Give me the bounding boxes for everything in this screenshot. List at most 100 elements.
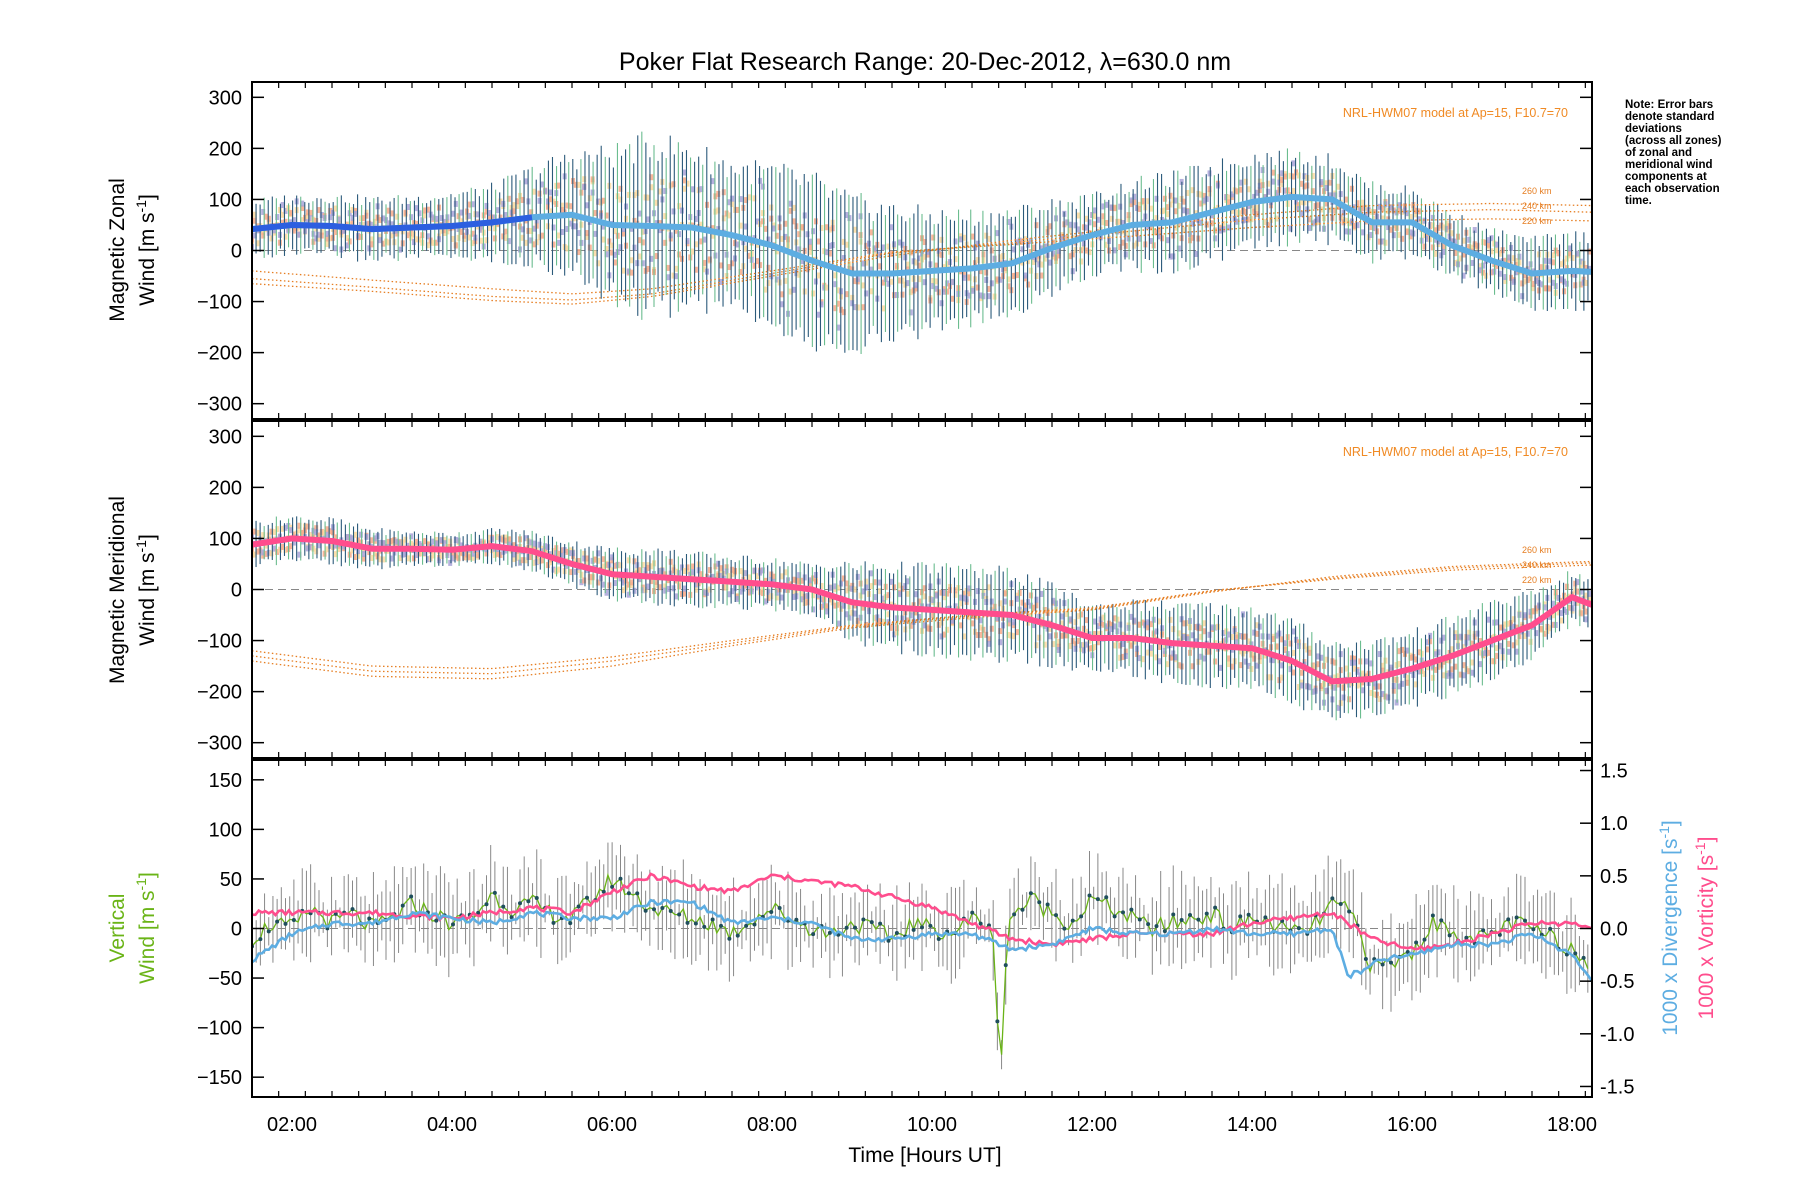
- zone-wind-marker: [417, 236, 422, 243]
- zone-wind-marker: [1559, 597, 1564, 604]
- zone-wind-marker: [869, 570, 874, 577]
- zone-wind-marker: [431, 538, 436, 545]
- zone-wind-marker: [755, 584, 760, 591]
- zone-wind-marker: [730, 566, 735, 573]
- zone-wind-marker: [1587, 248, 1592, 255]
- note-line: time.: [1625, 195, 1652, 207]
- zone-wind-marker: [621, 230, 626, 237]
- zone-wind-marker: [604, 251, 609, 258]
- vertical-wind-point: [1363, 957, 1368, 962]
- zone-wind-marker: [1028, 237, 1033, 244]
- zone-wind-marker: [1531, 285, 1536, 292]
- zone-wind-marker: [495, 207, 500, 214]
- zone-wind-marker: [350, 219, 355, 226]
- zone-wind-marker: [953, 591, 958, 598]
- zone-wind-marker: [640, 228, 645, 235]
- vertical-wind-point: [1422, 937, 1427, 942]
- zone-wind-marker: [1450, 230, 1455, 237]
- zone-wind-marker: [1020, 611, 1025, 618]
- zone-wind-marker: [1246, 216, 1251, 223]
- zone-wind-marker: [716, 190, 721, 197]
- note-line: of zonal and: [1625, 147, 1692, 159]
- zone-wind-marker: [978, 617, 983, 624]
- zone-wind-marker: [1059, 632, 1064, 639]
- zone-wind-marker: [314, 217, 319, 224]
- zone-wind-marker: [540, 548, 545, 555]
- zone-wind-marker: [1400, 680, 1405, 687]
- zone-wind-marker: [587, 578, 592, 585]
- vertical-wind-point: [1020, 907, 1025, 912]
- zone-wind-marker: [654, 253, 659, 260]
- zone-wind-marker: [995, 614, 1000, 621]
- zone-wind-marker: [1567, 250, 1572, 257]
- zone-wind-marker: [523, 239, 528, 246]
- zone-wind-marker: [1201, 628, 1206, 635]
- zone-wind-marker: [596, 198, 601, 205]
- zone-wind-marker: [682, 585, 687, 592]
- zone-wind-marker: [1467, 244, 1472, 251]
- zone-wind-marker: [833, 583, 838, 590]
- zone-wind-marker: [333, 534, 338, 541]
- zone-wind-marker: [1087, 645, 1092, 652]
- zone-wind-marker: [1514, 269, 1519, 276]
- zone-wind-marker: [1310, 220, 1315, 227]
- zone-wind-marker: [908, 289, 913, 296]
- zone-wind-marker: [808, 243, 813, 250]
- zone-wind-marker: [945, 288, 950, 295]
- zone-wind-marker: [1255, 204, 1259, 211]
- zone-wind-marker: [1461, 662, 1466, 669]
- y-tick-label: −300: [197, 394, 242, 416]
- zone-wind-marker: [1430, 663, 1435, 670]
- zone-wind-marker: [451, 549, 455, 556]
- zone-wind-marker: [1201, 192, 1206, 199]
- zone-wind-marker: [908, 612, 913, 619]
- zone-wind-marker: [1523, 633, 1527, 640]
- zone-wind-marker: [559, 207, 564, 214]
- zone-wind-marker: [1235, 634, 1240, 641]
- zone-wind-marker: [548, 189, 553, 196]
- zone-wind-marker: [654, 582, 659, 589]
- zone-wind-marker: [827, 250, 832, 257]
- zone-wind-marker: [1079, 258, 1084, 265]
- zone-wind-marker: [984, 269, 989, 276]
- plot-area-zonal: [252, 131, 1592, 354]
- zone-wind-marker: [950, 617, 955, 624]
- zone-wind-marker: [1121, 220, 1125, 227]
- zone-wind-marker: [540, 181, 545, 188]
- zone-wind-marker: [1182, 620, 1187, 627]
- zone-wind-marker: [1288, 662, 1293, 669]
- zone-wind-marker: [1475, 242, 1480, 249]
- zone-wind-marker: [730, 195, 735, 202]
- zone-wind-marker: [716, 560, 721, 567]
- zone-wind-marker: [1408, 654, 1413, 661]
- zone-wind-marker: [900, 585, 905, 592]
- zone-wind-marker: [395, 230, 400, 237]
- vertical-wind-point: [1263, 915, 1268, 920]
- zone-wind-marker: [805, 259, 810, 266]
- vertical-wind-point: [1062, 926, 1067, 931]
- zone-wind-marker: [319, 232, 324, 239]
- vertical-wind-point: [1497, 932, 1502, 937]
- zone-wind-marker: [677, 203, 682, 210]
- zone-wind-marker: [1266, 180, 1271, 187]
- zone-wind-marker: [1067, 616, 1072, 623]
- zone-wind-marker: [914, 591, 919, 598]
- zone-wind-marker: [308, 544, 313, 551]
- zone-wind-marker: [774, 248, 779, 255]
- zone-wind-marker: [1023, 272, 1028, 279]
- zone-wind-marker: [1257, 182, 1262, 189]
- zone-wind-marker: [1246, 203, 1251, 210]
- zone-wind-marker: [1397, 683, 1402, 690]
- zone-wind-marker: [1266, 188, 1271, 195]
- zone-wind-marker: [1093, 213, 1098, 220]
- zone-wind-marker: [1372, 680, 1377, 687]
- zone-wind-marker: [531, 188, 536, 195]
- zone-wind-marker: [1132, 242, 1137, 249]
- zone-wind-marker: [618, 185, 623, 192]
- zone-wind-marker: [1031, 604, 1036, 611]
- zone-wind-marker: [612, 562, 617, 569]
- zone-wind-marker: [825, 603, 830, 610]
- zone-wind-marker: [263, 213, 268, 220]
- zone-wind-marker: [1056, 247, 1061, 254]
- zone-wind-marker: [297, 551, 302, 558]
